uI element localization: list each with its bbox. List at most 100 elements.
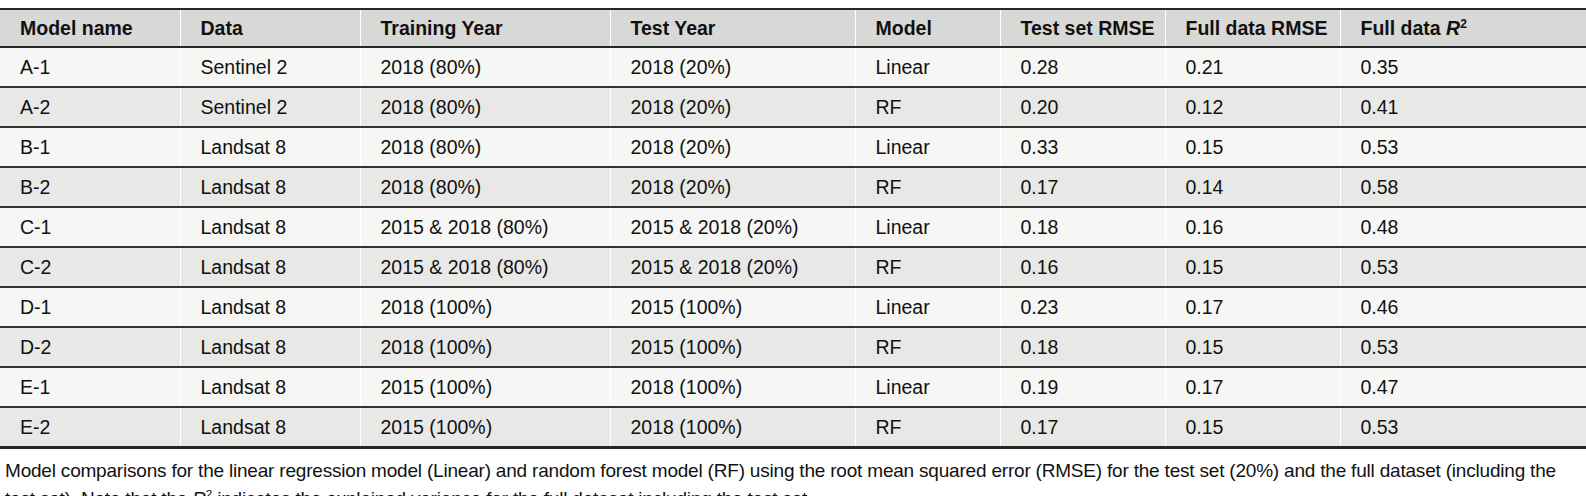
table-cell: 0.53 [1340, 407, 1586, 448]
table-cell: 2018 (80%) [360, 87, 610, 127]
table-cell: 0.17 [1000, 407, 1165, 448]
table-cell: 0.58 [1340, 167, 1586, 207]
table-cell: Landsat 8 [180, 287, 360, 327]
table-cell: 0.47 [1340, 367, 1586, 407]
table-cell: RF [855, 167, 1000, 207]
table-cell: 0.48 [1340, 207, 1586, 247]
table-cell: 0.15 [1165, 127, 1340, 167]
column-header-training-year: Training Year [360, 9, 610, 47]
table-cell: Landsat 8 [180, 167, 360, 207]
table-cell: 0.33 [1000, 127, 1165, 167]
table-cell: 2018 (100%) [360, 287, 610, 327]
table-row: C-1Landsat 82015 & 2018 (80%)2015 & 2018… [0, 207, 1586, 247]
table-cell: 0.16 [1165, 207, 1340, 247]
table-cell: Landsat 8 [180, 327, 360, 367]
table-cell: RF [855, 87, 1000, 127]
table-cell: 2018 (80%) [360, 167, 610, 207]
table-cell: Linear [855, 47, 1000, 87]
table-cell: 0.17 [1000, 167, 1165, 207]
r-superscript: 2 [1460, 17, 1467, 31]
table-cell: 0.19 [1000, 367, 1165, 407]
table-cell: C-2 [0, 247, 180, 287]
column-header-data: Data [180, 9, 360, 47]
model-comparison-table: Model name Data Training Year Test Year … [0, 8, 1586, 449]
table-cell: A-1 [0, 47, 180, 87]
table-cell: 0.28 [1000, 47, 1165, 87]
table-cell: 0.17 [1165, 287, 1340, 327]
table-row: A-2Sentinel 22018 (80%)2018 (20%)RF0.200… [0, 87, 1586, 127]
table-cell: 0.53 [1340, 247, 1586, 287]
table-cell: 0.35 [1340, 47, 1586, 87]
table-row: A-1Sentinel 22018 (80%)2018 (20%)Linear0… [0, 47, 1586, 87]
table-cell: 2015 (100%) [610, 287, 855, 327]
table-cell: 2018 (80%) [360, 47, 610, 87]
table-row: D-2Landsat 82018 (100%)2015 (100%)RF0.18… [0, 327, 1586, 367]
table-row: D-1Landsat 82018 (100%)2015 (100%)Linear… [0, 287, 1586, 327]
table-cell: Linear [855, 287, 1000, 327]
column-header-test-year: Test Year [610, 9, 855, 47]
table-cell: 0.53 [1340, 127, 1586, 167]
table-cell: Linear [855, 127, 1000, 167]
table-row: E-1Landsat 82015 (100%)2018 (100%)Linear… [0, 367, 1586, 407]
table-cell: 0.16 [1000, 247, 1165, 287]
table-cell: Linear [855, 207, 1000, 247]
column-header-test-set-rmse: Test set RMSE [1000, 9, 1165, 47]
table-cell: 2015 (100%) [360, 407, 610, 448]
table-body: A-1Sentinel 22018 (80%)2018 (20%)Linear0… [0, 47, 1586, 448]
table-cell: B-2 [0, 167, 180, 207]
table-cell: 2018 (100%) [610, 367, 855, 407]
table-cell: Linear [855, 367, 1000, 407]
table-cell: 0.18 [1000, 327, 1165, 367]
table-row: E-2Landsat 82015 (100%)2018 (100%)RF0.17… [0, 407, 1586, 448]
table-cell: 2018 (80%) [360, 127, 610, 167]
table-cell: 0.14 [1165, 167, 1340, 207]
table-cell: B-1 [0, 127, 180, 167]
table-cell: E-2 [0, 407, 180, 448]
table-cell: 2018 (20%) [610, 127, 855, 167]
table-cell: 0.20 [1000, 87, 1165, 127]
column-header-model-name: Model name [0, 9, 180, 47]
column-header-full-data-rmse: Full data RMSE [1165, 9, 1340, 47]
table-cell: D-1 [0, 287, 180, 327]
header-row: Model name Data Training Year Test Year … [0, 9, 1586, 47]
table-cell: 0.46 [1340, 287, 1586, 327]
table-cell: 2018 (100%) [360, 327, 610, 367]
table-cell: 0.18 [1000, 207, 1165, 247]
table-cell: Landsat 8 [180, 247, 360, 287]
table-cell: RF [855, 327, 1000, 367]
table-cell: 0.15 [1165, 327, 1340, 367]
caption-text-continued: indicates the explained variance for the… [212, 488, 812, 496]
table-cell: 2015 & 2018 (80%) [360, 247, 610, 287]
table-cell: 2015 & 2018 (80%) [360, 207, 610, 247]
table-cell: 0.17 [1165, 367, 1340, 407]
table-cell: Landsat 8 [180, 127, 360, 167]
table-cell: 0.15 [1165, 247, 1340, 287]
column-header-full-data-r2: Full data R2 [1340, 9, 1586, 47]
table-cell: 0.23 [1000, 287, 1165, 327]
table-cell: Landsat 8 [180, 207, 360, 247]
table-row: B-1Landsat 82018 (80%)2018 (20%)Linear0.… [0, 127, 1586, 167]
table-cell: 2015 (100%) [610, 327, 855, 367]
table-cell: E-1 [0, 367, 180, 407]
table-cell: 0.12 [1165, 87, 1340, 127]
table-row: B-2Landsat 82018 (80%)2018 (20%)RF0.170.… [0, 167, 1586, 207]
table-cell: 0.21 [1165, 47, 1340, 87]
table-cell: D-2 [0, 327, 180, 367]
table-cell: 0.41 [1340, 87, 1586, 127]
table-cell: 2018 (20%) [610, 87, 855, 127]
table-caption: Model comparisons for the linear regress… [5, 457, 1578, 496]
table-cell: A-2 [0, 87, 180, 127]
table-header: Model name Data Training Year Test Year … [0, 9, 1586, 47]
paper-table-figure: Model name Data Training Year Test Year … [0, 0, 1586, 496]
table-cell: 2015 & 2018 (20%) [610, 247, 855, 287]
table-row: C-2Landsat 82015 & 2018 (80%)2015 & 2018… [0, 247, 1586, 287]
column-header-label: Full data [1361, 17, 1447, 39]
table-cell: Landsat 8 [180, 407, 360, 448]
table-cell: 0.53 [1340, 327, 1586, 367]
table-cell: Sentinel 2 [180, 87, 360, 127]
table-cell: C-1 [0, 207, 180, 247]
table-cell: Landsat 8 [180, 367, 360, 407]
column-header-model: Model [855, 9, 1000, 47]
caption-r-symbol: R [192, 488, 206, 496]
table-cell: 2015 & 2018 (20%) [610, 207, 855, 247]
